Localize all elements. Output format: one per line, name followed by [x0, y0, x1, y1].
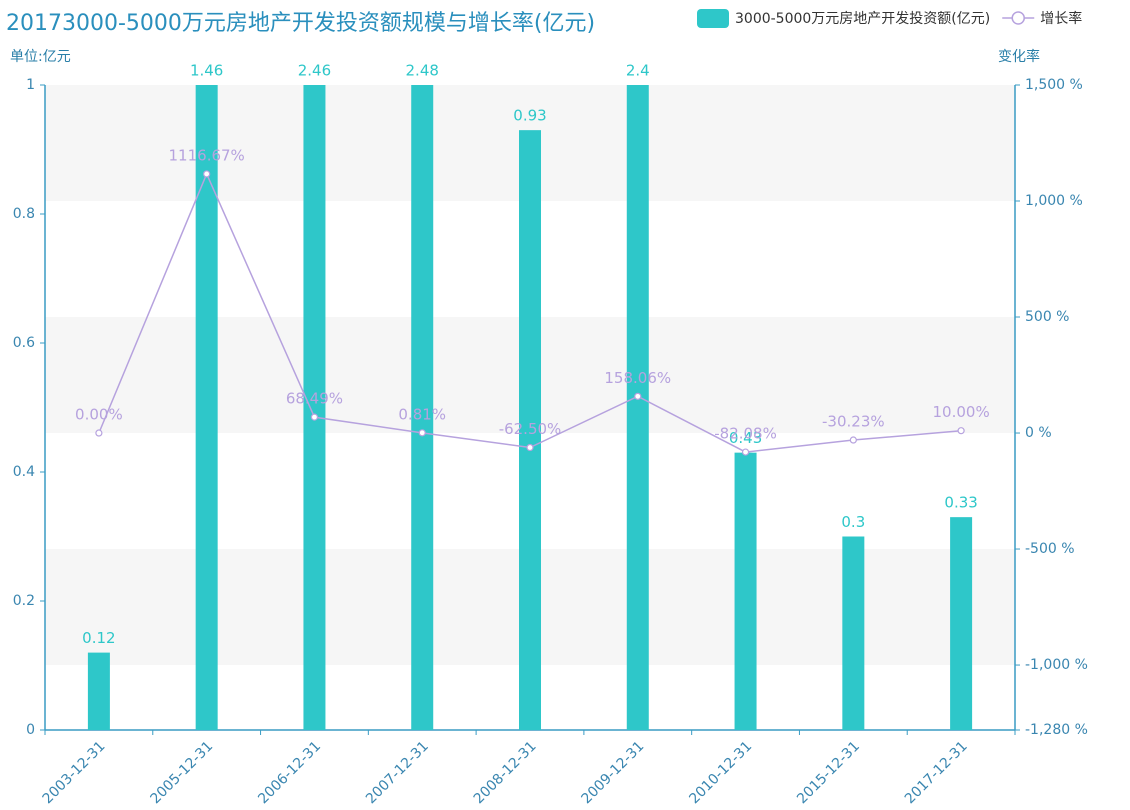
line-value-label: 0.00% [75, 406, 123, 424]
y2-tick-label: 1,000 % [1025, 193, 1083, 209]
bar-value-label: 0.43 [729, 429, 762, 447]
y2-tick-label: -500 % [1025, 541, 1075, 557]
y2-tick-label: -1,280 % [1025, 722, 1088, 738]
y2-tick-label: 0 % [1025, 425, 1052, 441]
bar-value-label: 0.12 [82, 629, 115, 647]
x-tick-label: 2010-12-31 [686, 738, 755, 807]
y-tick-label: 0.6 [13, 335, 35, 351]
x-tick-label: 2015-12-31 [794, 738, 863, 807]
bar [519, 130, 541, 730]
bar [950, 517, 973, 730]
bar [411, 85, 434, 730]
x-tick-label: 2007-12-31 [363, 738, 432, 807]
line-value-label: 0.81% [398, 405, 446, 423]
line-point [741, 448, 750, 456]
line-value-label: -30.23% [822, 413, 885, 431]
line-value-label: 158.06% [604, 369, 671, 387]
y-tick-label: 0.8 [13, 206, 35, 222]
y2-axis-label: 变化率 [998, 48, 1040, 65]
bar-value-label: 0.33 [944, 494, 977, 512]
line-point [634, 392, 642, 400]
line-value-label: 68.49% [286, 390, 343, 408]
x-tick-label: 2017-12-31 [902, 738, 971, 807]
y2-tick-label: 1,500 % [1025, 77, 1083, 93]
y-tick-label: 0 [26, 722, 35, 738]
bar-value-label: 1.46 [190, 62, 223, 80]
x-tick-label: 2009-12-31 [579, 738, 648, 807]
line-point [957, 427, 965, 435]
bar-value-label: 0.3 [841, 513, 865, 531]
bar [734, 452, 757, 730]
y2-tick-label: -1,000 % [1025, 657, 1088, 673]
line-point [526, 443, 534, 452]
line-point [95, 429, 103, 437]
line-value-label: -62.50% [499, 420, 562, 438]
bar-value-label: 2.48 [406, 62, 439, 80]
bar-value-label: 2.46 [298, 62, 331, 80]
x-tick-label: 2005-12-31 [147, 738, 216, 807]
line-point [310, 413, 319, 421]
plot-area [87, 85, 973, 730]
y-tick-label: 0.4 [13, 464, 35, 480]
bar [842, 536, 865, 730]
legend-swatch [1011, 11, 1025, 25]
line-point [849, 436, 857, 444]
y-axis-label: 单位:亿元 [10, 49, 71, 65]
x-tick-label: 2003-12-31 [40, 738, 109, 807]
bar [87, 652, 110, 730]
bar [303, 85, 326, 730]
x-tick-label: 2008-12-31 [471, 738, 540, 807]
line-value-label: -82.08% [714, 425, 777, 443]
y2-tick-label: 500 % [1025, 309, 1069, 325]
bar-value-label: 2.4 [626, 62, 650, 80]
bar [195, 85, 218, 730]
bar [626, 85, 649, 730]
legend-label: 3000-5000万元房地产开发投资额(亿元) [735, 11, 990, 27]
line-point [418, 429, 426, 437]
line-point [203, 170, 211, 178]
chart-title: 20173000-5000万元房地产开发投资额规模与增长率(亿元) [6, 11, 595, 36]
line-value-label: 10.00% [933, 403, 990, 421]
y-tick-label: 1 [26, 77, 35, 93]
legend-label: 增长率 [1040, 10, 1082, 27]
line-value-label: 1116.67% [169, 146, 245, 164]
legend-swatch [697, 9, 729, 28]
x-tick-label: 2006-12-31 [255, 738, 324, 807]
bar-value-label: 0.93 [513, 107, 546, 125]
y-tick-label: 0.2 [13, 593, 35, 609]
